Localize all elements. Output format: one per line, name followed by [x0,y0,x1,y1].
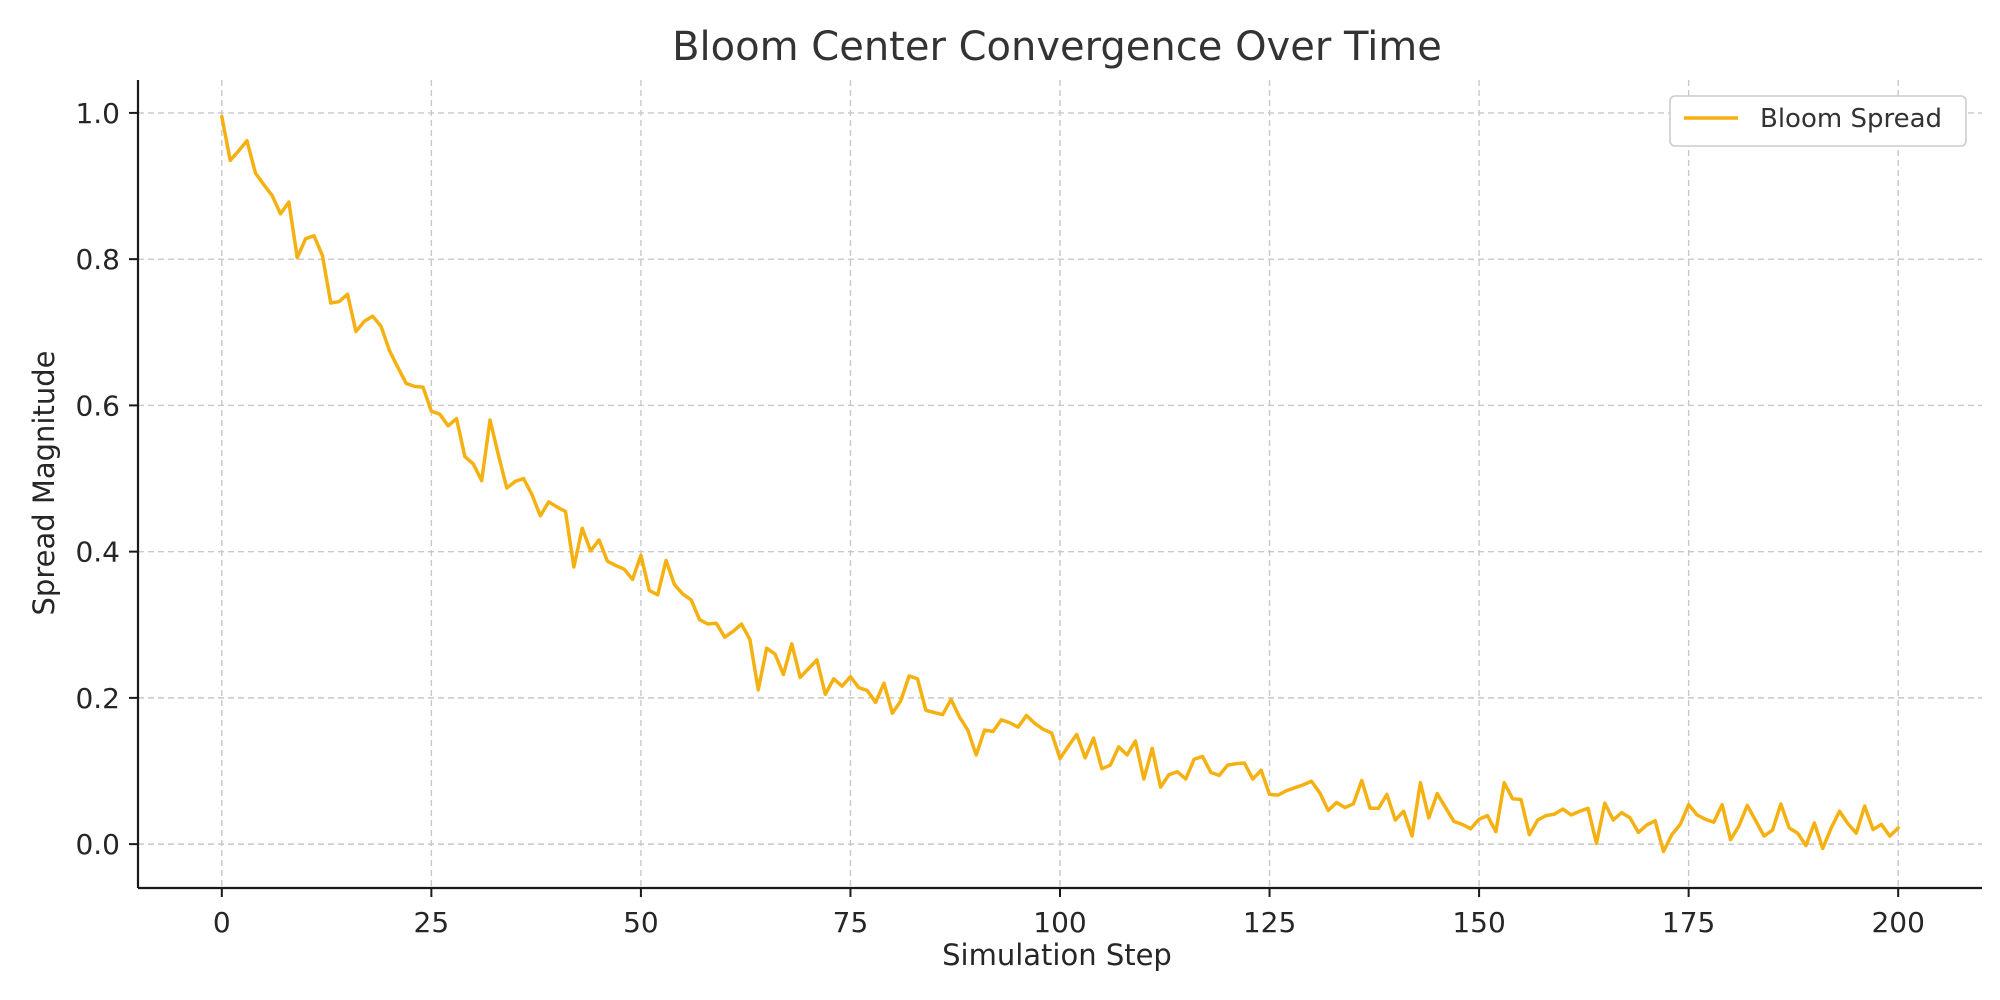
x-axis-label: Simulation Step [942,938,1172,972]
series-line-bloom-spread [220,114,1900,854]
x-tick-label: 100 [1033,906,1086,939]
x-tick-label: 75 [833,906,869,939]
x-tick-label: 200 [1871,906,1924,939]
chart-title: Bloom Center Convergence Over Time [672,24,1442,70]
x-tick-label: 50 [623,906,659,939]
y-tick-label: 0.0 [75,828,120,861]
x-tick-label: 125 [1243,906,1296,939]
y-ticks: 0.0 0.2 0.4 0.6 0.8 1.0 [75,97,138,861]
legend: Bloom Spread [1669,95,1967,147]
legend-label-bloom-spread: Bloom Spread [1760,104,1942,134]
series-layer [220,114,1900,854]
x-tick-label: 0 [213,906,231,939]
x-tick-label: 150 [1452,906,1505,939]
y-tick-label: 1.0 [75,97,120,130]
y-tick-label: 0.6 [75,389,120,422]
grid-lines [138,80,1982,888]
y-axis-label: Spread Magnitude [27,351,61,616]
x-ticks: 0 25 50 75 100 125 150 175 200 [213,888,1925,939]
y-tick-label: 0.8 [75,243,120,276]
x-tick-label: 25 [414,906,450,939]
x-tick-label: 175 [1662,906,1715,939]
y-tick-label: 0.4 [75,536,120,569]
y-tick-label: 0.2 [75,682,120,715]
legend-box [1669,95,1967,147]
